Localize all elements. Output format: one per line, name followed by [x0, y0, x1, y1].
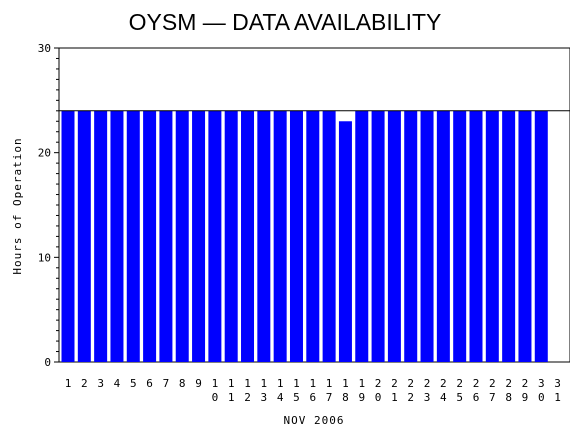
bar-day-11	[224, 110, 238, 362]
bar-day-2	[77, 110, 91, 362]
bar-day-10	[208, 110, 222, 362]
x-tick-label-7: 7	[163, 377, 170, 390]
bar-day-7	[159, 110, 173, 362]
bar-day-22	[404, 110, 418, 362]
bar-day-28	[502, 110, 516, 362]
bar-day-16	[306, 110, 320, 362]
bar-day-17	[322, 110, 336, 362]
bar-day-30	[534, 110, 548, 362]
bar-day-3	[94, 110, 108, 362]
bar-day-1	[61, 110, 75, 362]
bar-day-26	[469, 110, 483, 362]
x-tick-label-1: 1	[65, 377, 72, 390]
x-tick-label-2: 2	[81, 377, 88, 390]
x-tick-label-8: 8	[179, 377, 186, 390]
chart-title: OYSM — DATA AVAILABILITY	[129, 9, 442, 35]
x-axis-label: NOV 2006	[284, 414, 345, 427]
bars-group	[61, 110, 548, 363]
bar-day-18	[338, 121, 352, 363]
bar-day-27	[485, 110, 499, 362]
x-tick-label-6: 6	[146, 377, 153, 390]
bar-day-6	[143, 110, 157, 362]
x-axis: 1 2 3 4 5 6 7 8 9 1 01 11 21 31 41 51 61 71 81 92 02 12 22 32 42…	[65, 377, 561, 404]
bar-day-21	[387, 110, 401, 362]
x-tick-label-4: 4	[114, 377, 121, 390]
bar-day-19	[355, 110, 369, 362]
x-tick-label-9: 9	[195, 377, 202, 390]
y-tick-label-0: 0	[44, 356, 51, 369]
bar-day-5	[126, 110, 140, 362]
y-tick-label-30: 30	[38, 42, 51, 55]
bar-day-24	[436, 110, 450, 362]
x-tick-label-3: 3	[97, 377, 104, 390]
y-axis-label: Hours of Operation	[11, 137, 24, 274]
y-tick-label-10: 10	[38, 251, 51, 264]
bar-day-25	[453, 110, 467, 362]
bar-day-9	[192, 110, 206, 362]
bar-day-8	[175, 110, 189, 362]
bar-day-29	[518, 110, 532, 362]
bar-day-23	[420, 110, 434, 362]
y-tick-label-20: 20	[38, 147, 51, 160]
bar-day-15	[289, 110, 303, 362]
bar-day-13	[257, 110, 271, 362]
bar-day-20	[371, 110, 385, 362]
x-tick-label-5: 5	[130, 377, 137, 390]
bar-day-14	[273, 110, 287, 362]
bar-day-4	[110, 110, 124, 362]
bar-day-12	[241, 110, 255, 362]
y-axis: 0 10 20 30	[38, 42, 59, 369]
